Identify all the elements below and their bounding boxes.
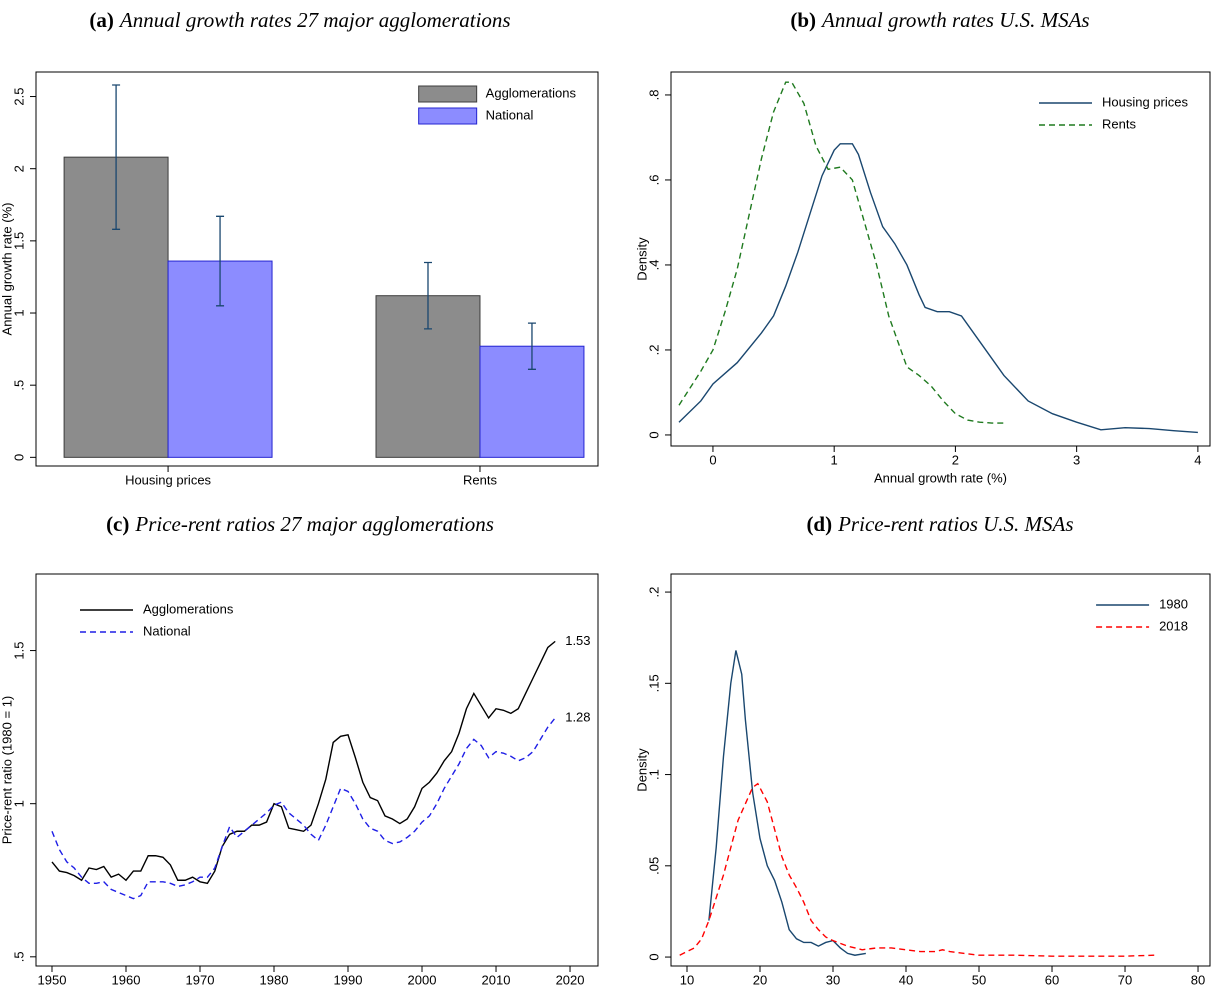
y-axis-title: Annual growth rate (%) — [0, 203, 14, 336]
panel: (c) Price-rent ratios 27 major agglomerat… — [0, 512, 599, 987]
panel-title: (d) Price-rent ratios U.S. MSAs — [806, 512, 1073, 536]
x-tick-label: 40 — [899, 972, 913, 987]
legend-label: Agglomerations — [486, 85, 577, 100]
y-tick-label: .1 — [646, 769, 661, 780]
y-tick-label: .5 — [11, 951, 26, 962]
y-axis-title: Density — [634, 237, 649, 281]
x-tick-label: 2010 — [482, 972, 511, 987]
x-tick-label: 1990 — [334, 972, 363, 987]
y-tick-label: 2 — [11, 165, 26, 172]
panel: (a) Annual growth rates 27 major agglomer… — [0, 8, 599, 487]
line — [678, 143, 1198, 434]
legend-label: Rents — [1102, 116, 1136, 131]
error-bar — [527, 322, 536, 370]
x-tick-label: 1950 — [38, 972, 67, 987]
x-tick-label: 1 — [831, 452, 838, 467]
x-tick-label: 2020 — [556, 972, 585, 987]
x-tick-label: 2000 — [408, 972, 437, 987]
x-tick-label: Rents — [463, 472, 497, 487]
x-tick-label: 1960 — [112, 972, 141, 987]
panel-title-text: Price-rent ratios U.S. MSAs — [837, 512, 1073, 536]
y-tick-label: .5 — [11, 380, 26, 391]
x-tick-label: 60 — [1045, 972, 1059, 987]
panel-label: (c) — [106, 512, 129, 536]
y-tick-label: .8 — [646, 90, 661, 101]
y-tick-label: 1.5 — [11, 232, 26, 250]
y-tick-label: .6 — [646, 175, 661, 186]
x-tick-label: 4 — [1194, 452, 1201, 467]
panel-title-text: Annual growth rates 27 major agglomerati… — [118, 8, 511, 32]
legend-label: National — [486, 107, 534, 122]
panel-label: (a) — [89, 8, 114, 32]
legend-label: 1980 — [1159, 596, 1188, 611]
x-axis-title: Annual growth rate (%) — [874, 470, 1007, 485]
x-tick-label: 2 — [952, 452, 959, 467]
panel-label: (d) — [806, 512, 832, 536]
x-tick-label: 1970 — [186, 972, 215, 987]
panel: (b) Annual growth rates U.S. MSAs 0 .2 .4 .6.… — [634, 8, 1211, 485]
legend-label: National — [143, 623, 191, 638]
legend-label: 2018 — [1159, 618, 1188, 633]
end-label: 1.28 — [565, 709, 590, 724]
y-tick-label: 0 — [646, 431, 661, 438]
line — [678, 81, 1004, 424]
x-tick-label: 10 — [680, 972, 694, 987]
panel: (d) Price-rent ratios U.S. MSAs 0 .05 .1 .15.… — [634, 512, 1211, 987]
y-tick-label: .2 — [646, 345, 661, 356]
panel-title: (c) Price-rent ratios 27 major agglomerat… — [106, 512, 494, 536]
legend-label: Agglomerations — [143, 601, 234, 616]
x-tick-label: 20 — [753, 972, 767, 987]
x-tick-label: 3 — [1073, 452, 1080, 467]
legend-swatch — [418, 107, 478, 125]
y-tick-label: 0 — [11, 454, 26, 461]
y-tick-label: .2 — [646, 587, 661, 598]
x-tick-label: 0 — [709, 452, 716, 467]
panel-title: (b) Annual growth rates U.S. MSAs — [790, 8, 1089, 32]
x-tick-label: 30 — [826, 972, 840, 987]
panel-title-text: Annual growth rates U.S. MSAs — [820, 8, 1090, 32]
error-bar — [423, 261, 432, 330]
legend-label: Housing prices — [1102, 94, 1188, 109]
y-tick-label: 1 — [11, 309, 26, 316]
y-tick-label: 0 — [646, 953, 661, 960]
plot-frame — [35, 573, 599, 967]
error-bar — [216, 215, 225, 307]
line — [679, 782, 1155, 957]
plot-frame — [670, 71, 1211, 447]
y-axis-title: Price-rent ratio (1980 = 1) — [0, 696, 14, 844]
panel-label: (b) — [790, 8, 816, 32]
y-tick-label: 1 — [11, 800, 26, 807]
panel-title-text: Price-rent ratios 27 major agglomeration… — [134, 512, 494, 536]
y-tick-label: 2.5 — [11, 87, 26, 105]
error-bar — [112, 84, 121, 230]
legend-swatch — [418, 85, 478, 103]
y-tick-label: .15 — [646, 674, 661, 692]
panel-title: (a) Annual growth rates 27 major agglomer… — [89, 8, 510, 32]
x-tick-label: 50 — [972, 972, 986, 987]
y-axis-title: Density — [634, 748, 649, 792]
x-tick-label: Housing prices — [125, 472, 211, 487]
x-tick-label: 1980 — [260, 972, 289, 987]
plot-frame — [670, 573, 1211, 967]
end-label: 1.53 — [565, 633, 590, 648]
y-tick-label: .4 — [646, 260, 661, 271]
x-tick-label: 80 — [1191, 972, 1205, 987]
line — [51, 640, 556, 885]
line — [708, 650, 866, 956]
y-tick-label: .05 — [646, 857, 661, 875]
y-tick-label: 1.5 — [11, 642, 26, 660]
x-tick-label: 70 — [1118, 972, 1132, 987]
